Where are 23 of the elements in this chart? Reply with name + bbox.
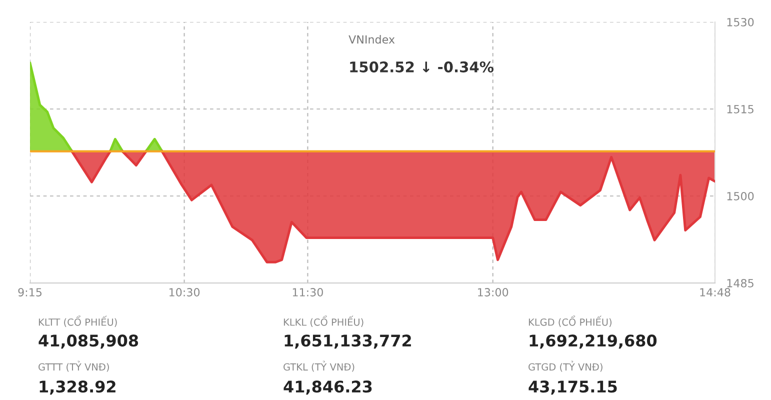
text: VNIndex: [348, 35, 395, 44]
text: KLGD (CỔ PHIẾU): [528, 316, 612, 327]
text: 41,085,908: [38, 334, 138, 349]
text: 1,328.92: [40, 380, 116, 395]
x-tick-label: 10:30: [169, 288, 200, 296]
text: GTTT (TỶ VNĐ): [38, 360, 109, 372]
text: GTKL (TỶ VNĐ): [284, 360, 354, 372]
text: KLKL (CỔ PHIẾU): [284, 316, 364, 327]
x-tick-label: 13:00: [478, 288, 508, 296]
y-tick-label: 1500: [727, 192, 754, 200]
y-tick-label: 1515: [727, 105, 754, 114]
text: 41,846.23: [284, 380, 372, 395]
text: 1,651,133,772: [284, 334, 411, 349]
text: KLTT (CỔ PHIẾU): [38, 316, 117, 327]
text: 1,692,219,680: [530, 334, 657, 349]
text: 43,175.15: [528, 380, 617, 395]
x-tick-label: 11:30: [292, 288, 323, 296]
y-tick-label: 1530: [727, 18, 754, 26]
x-tick-label: 9:15: [18, 288, 42, 296]
text: 1502.52 ↓ -0.34%: [350, 61, 494, 72]
y-tick-label: 1485: [727, 278, 754, 288]
text: GTGD (TỶ VNĐ): [528, 360, 602, 372]
x-tick-label: 14:48: [700, 288, 730, 296]
